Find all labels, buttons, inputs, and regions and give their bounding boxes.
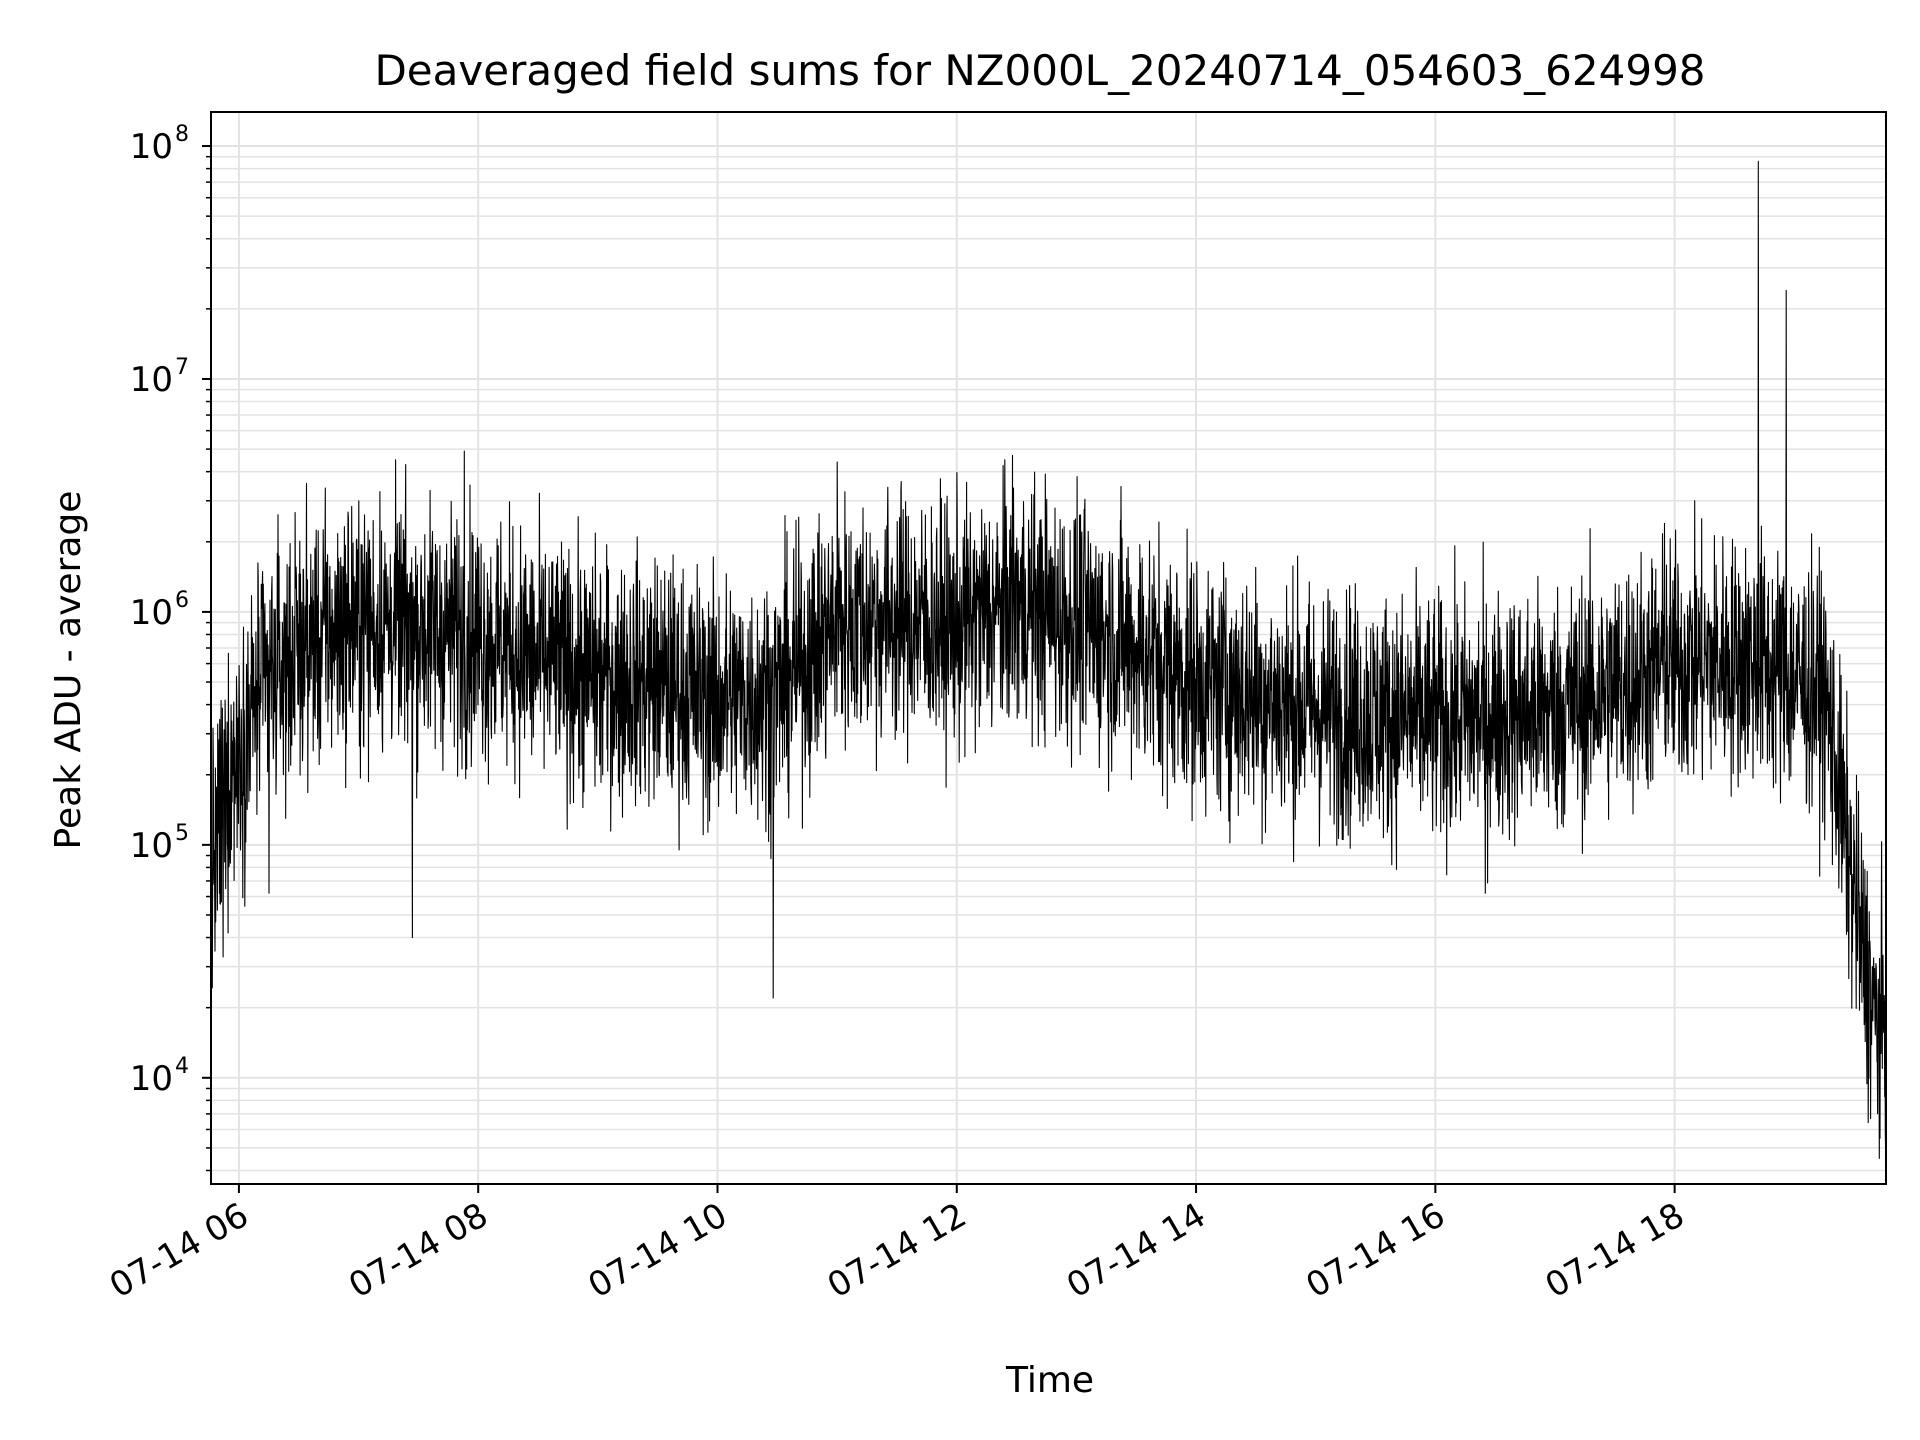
y-axis-label: Peak ADU - average [48,491,89,850]
y-tick-label-exponent: 4 [175,1054,189,1079]
y-tick-label-base: 10 [130,593,173,633]
y-tick-label-base: 10 [130,1059,173,1099]
y-tick-label-exponent: 5 [175,821,189,846]
y-tick-label-exponent: 6 [175,588,189,613]
y-tick-label-exponent: 8 [175,122,189,147]
y-tick-label-base: 10 [130,826,173,866]
x-axis-label: Time [1005,1360,1094,1401]
y-tick-label-base: 10 [130,127,173,167]
series-line [210,160,1887,1159]
y-tick-label-base: 10 [130,360,173,400]
y-tick-label-exponent: 7 [175,355,189,380]
series-line-group [210,160,1887,1159]
chart-title: Deaveraged field sums for NZ000L_2024071… [374,46,1705,95]
plot-area: 07-14 06 07-14 08 07-14 10 07-14 12 07-14 14… [103,111,1887,1306]
